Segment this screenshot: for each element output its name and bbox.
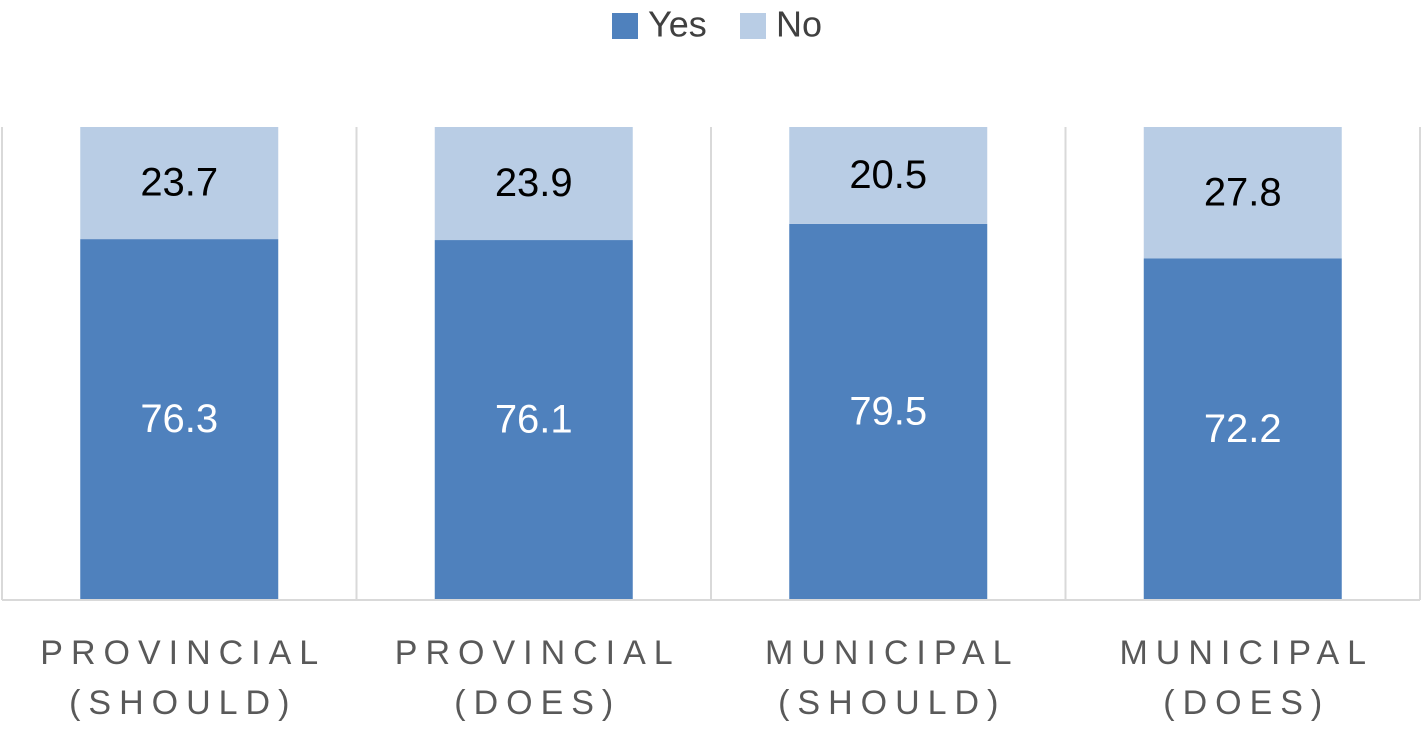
legend-label: No bbox=[776, 4, 822, 45]
data-label: 23.7 bbox=[140, 161, 218, 205]
x-tick-label: (DOES) bbox=[454, 684, 621, 722]
bar-segment bbox=[789, 223, 988, 600]
x-tick-label: (DOES) bbox=[1163, 684, 1330, 722]
data-label: 79.5 bbox=[849, 390, 927, 434]
x-tick-label: PROVINCIAL bbox=[40, 634, 326, 672]
legend-swatch bbox=[740, 13, 766, 39]
data-label: 76.1 bbox=[495, 398, 573, 442]
data-label: 72.2 bbox=[1204, 407, 1282, 451]
legend-label: Yes bbox=[648, 4, 707, 45]
x-tick-label: (SHOULD) bbox=[69, 684, 297, 722]
legend-swatch bbox=[612, 13, 638, 39]
data-label: 76.3 bbox=[140, 397, 218, 441]
data-label: 27.8 bbox=[1204, 170, 1282, 214]
x-tick-label: PROVINCIAL bbox=[395, 634, 681, 672]
bar-segment bbox=[80, 239, 279, 600]
x-tick-label: (SHOULD) bbox=[778, 684, 1006, 722]
data-label: 20.5 bbox=[849, 153, 927, 197]
bar-segment bbox=[434, 127, 633, 241]
bar-segment bbox=[1143, 258, 1342, 600]
bar-segment bbox=[434, 240, 633, 600]
bar-segment bbox=[1143, 127, 1342, 259]
x-tick-label: MUNICIPAL bbox=[765, 634, 1020, 672]
x-tick-label: MUNICIPAL bbox=[1119, 634, 1374, 672]
bar-segment bbox=[789, 127, 988, 224]
data-label: 23.9 bbox=[495, 161, 573, 205]
bar-segment bbox=[80, 127, 279, 240]
